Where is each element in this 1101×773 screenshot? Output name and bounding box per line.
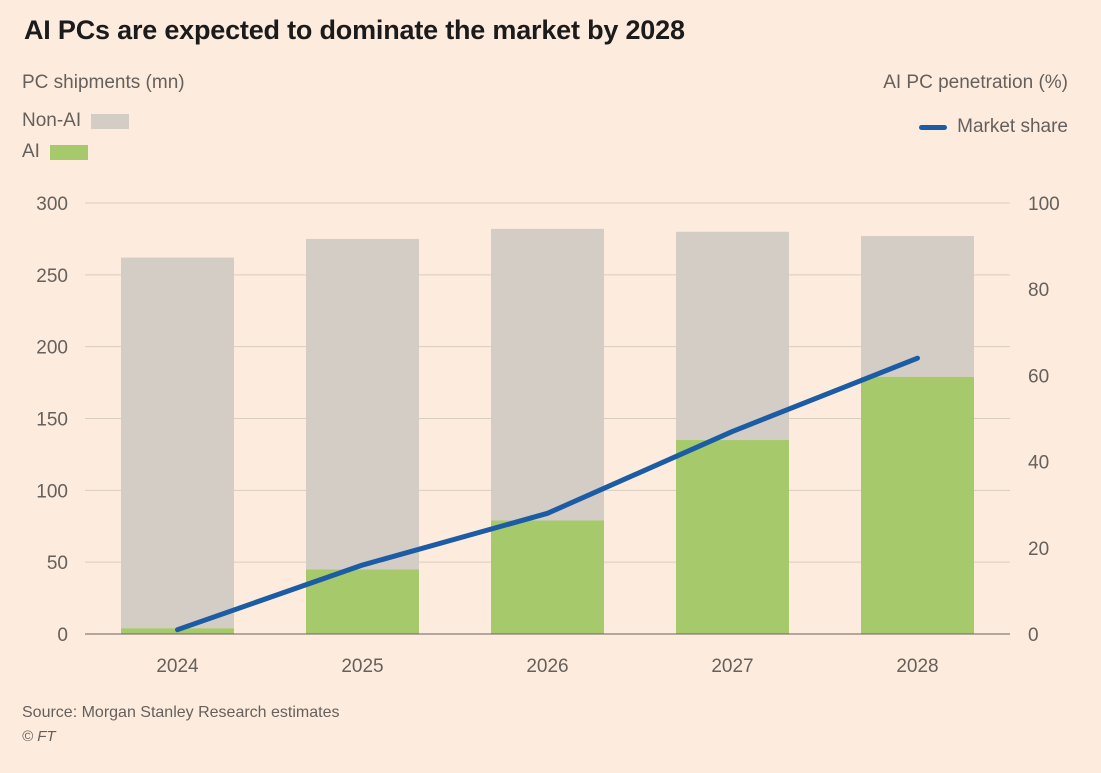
legend-item-non-ai: Non-AI <box>22 110 130 132</box>
bar-ai-2027 <box>676 440 789 634</box>
right-tick-label: 40 <box>1028 453 1049 474</box>
source-note: Source: Morgan Stanley Research estimate… <box>22 704 340 721</box>
bar-non-ai-2024 <box>121 257 234 629</box>
right-tick-label: 60 <box>1028 366 1049 387</box>
bar-non-ai-2028 <box>861 236 974 377</box>
chart-title: AI PCs are expected to dominate the mark… <box>24 15 685 45</box>
ft-copyright: © FT <box>22 728 56 745</box>
non-ai-swatch-icon <box>91 113 130 129</box>
left-tick-label: 200 <box>36 338 68 359</box>
left-tick-label: 50 <box>47 553 68 574</box>
legend: Non-AI AI <box>22 110 130 163</box>
left-tick-label: 0 <box>57 625 68 646</box>
right-tick-label: 80 <box>1028 280 1049 301</box>
right-tick-label: 0 <box>1028 625 1039 646</box>
x-category-label: 2024 <box>156 656 199 677</box>
right-tick-label: 20 <box>1028 539 1049 560</box>
bar-non-ai-2025 <box>306 238 419 570</box>
left-tick-label: 250 <box>36 266 68 287</box>
legend-label-ai: AI <box>22 141 40 162</box>
bar-ai-2026 <box>491 520 604 634</box>
bar-ai-2028 <box>861 376 974 634</box>
market-share-line <box>175 355 920 633</box>
legend-label-market-share: Market share <box>957 116 1068 137</box>
x-category-label: 2028 <box>896 656 938 677</box>
bar-non-ai-2026 <box>491 228 604 521</box>
right-axis-title: AI PC penetration (%) <box>883 72 1068 93</box>
x-category-label: 2026 <box>526 656 568 677</box>
left-axis-title: PC shipments (mn) <box>22 72 185 93</box>
ai-swatch-icon <box>49 144 88 160</box>
x-category-label: 2025 <box>341 656 383 677</box>
left-tick-label: 300 <box>36 194 68 215</box>
left-tick-label: 150 <box>36 410 68 431</box>
bar-non-ai-2027 <box>676 231 789 441</box>
x-category-label: 2027 <box>711 656 753 677</box>
left-tick-label: 100 <box>36 481 68 502</box>
legend-item-market-share: Market share <box>919 116 1068 138</box>
market-share-line-icon <box>919 124 948 130</box>
legend-label-non-ai: Non-AI <box>22 110 82 131</box>
legend-item-ai: AI <box>22 141 129 163</box>
right-tick-label: 100 <box>1028 194 1060 215</box>
